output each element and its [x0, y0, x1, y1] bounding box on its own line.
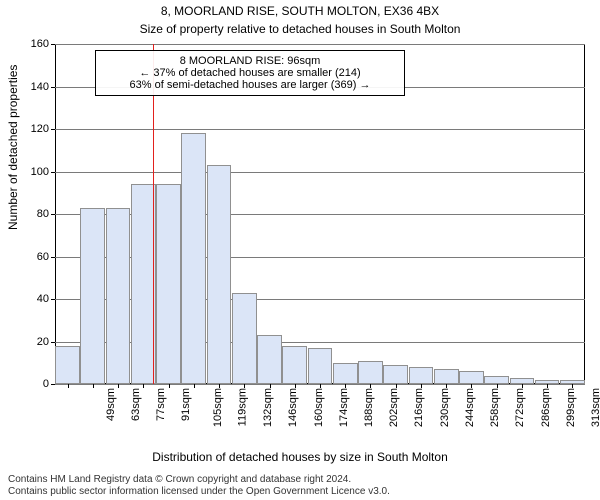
xtick-mark [547, 384, 548, 388]
xtick-mark [295, 384, 296, 388]
xtick-mark [270, 384, 271, 388]
histogram-bar [156, 184, 181, 384]
ytick-mark [51, 214, 55, 215]
histogram-bar [131, 184, 156, 384]
callout-line2: ← 37% of detached houses are smaller (21… [104, 67, 396, 79]
histogram-bar [308, 348, 333, 384]
callout-line3: 63% of semi-detached houses are larger (… [104, 79, 396, 91]
xtick-label: 63sqm [130, 388, 142, 421]
ytick-mark [51, 44, 55, 45]
ytick-label: 160 [31, 38, 49, 50]
ytick-label: 20 [37, 336, 49, 348]
xtick-mark [370, 384, 371, 388]
ytick-label: 80 [37, 208, 49, 220]
ytick-label: 100 [31, 166, 49, 178]
ytick-mark [51, 129, 55, 130]
xtick-mark [143, 384, 144, 388]
xtick-label: 313sqm [590, 388, 600, 427]
xtick-mark [219, 384, 220, 388]
xtick-label: 77sqm [155, 388, 167, 421]
ytick-mark [51, 342, 55, 343]
xtick-label: 105sqm [212, 388, 224, 427]
xtick-mark [93, 384, 94, 388]
xtick-mark [244, 384, 245, 388]
histogram-bar [181, 133, 206, 384]
histogram-bar [207, 165, 232, 384]
histogram-bar [232, 293, 257, 384]
xtick-label: 272sqm [515, 388, 527, 427]
histogram-bar [383, 365, 408, 384]
ytick-label: 40 [37, 293, 49, 305]
xtick-label: 146sqm [287, 388, 299, 427]
chart-title-subtitle: Size of property relative to detached ho… [0, 22, 600, 36]
histogram-bar [55, 346, 80, 384]
xtick-mark [421, 384, 422, 388]
xtick-label: 49sqm [105, 388, 117, 421]
xtick-mark [320, 384, 321, 388]
ytick-mark [51, 384, 55, 385]
callout-line1: 8 MOORLAND RISE: 96sqm [104, 55, 396, 67]
xtick-mark [118, 384, 119, 388]
histogram-bar [282, 346, 307, 384]
histogram-bar [484, 376, 509, 385]
xtick-label: 132sqm [262, 388, 274, 427]
xtick-label: 202sqm [388, 388, 400, 427]
ytick-mark [51, 299, 55, 300]
x-axis-label: Distribution of detached houses by size … [0, 450, 600, 464]
chart-title-address: 8, MOORLAND RISE, SOUTH MOLTON, EX36 4BX [0, 4, 600, 18]
xtick-mark [497, 384, 498, 388]
histogram-bar [434, 369, 459, 384]
xtick-mark [471, 384, 472, 388]
chart-container: 8, MOORLAND RISE, SOUTH MOLTON, EX36 4BX… [0, 0, 600, 500]
xtick-mark [396, 384, 397, 388]
attribution-line2: Contains public sector information licen… [8, 486, 390, 497]
gridline-h [55, 129, 585, 130]
y-axis-label: Number of detached properties [6, 65, 20, 230]
histogram-bar [106, 208, 131, 384]
xtick-mark [446, 384, 447, 388]
ytick-mark [51, 172, 55, 173]
xtick-mark [68, 384, 69, 388]
gridline-h [55, 172, 585, 173]
xtick-mark [522, 384, 523, 388]
attribution-line1: Contains HM Land Registry data © Crown c… [8, 474, 351, 485]
callout-box: 8 MOORLAND RISE: 96sqm← 37% of detached … [95, 50, 405, 96]
xtick-label: 230sqm [439, 388, 451, 427]
ytick-label: 60 [37, 251, 49, 263]
histogram-bar [459, 371, 484, 384]
xtick-label: 299sqm [565, 388, 577, 427]
ytick-label: 140 [31, 81, 49, 93]
xtick-mark [169, 384, 170, 388]
xtick-label: 91sqm [180, 388, 192, 421]
xtick-label: 174sqm [338, 388, 350, 427]
xtick-mark [345, 384, 346, 388]
histogram-bar [257, 335, 282, 384]
ytick-label: 0 [43, 378, 49, 390]
xtick-label: 286sqm [540, 388, 552, 427]
histogram-bar [80, 208, 105, 384]
xtick-label: 119sqm [236, 388, 248, 426]
attribution: Contains HM Land Registry data © Crown c… [8, 474, 592, 498]
ytick-mark [51, 257, 55, 258]
xtick-mark [572, 384, 573, 388]
histogram-bar [409, 367, 434, 384]
histogram-bar [333, 363, 358, 384]
xtick-label: 188sqm [363, 388, 375, 427]
histogram-bar [358, 361, 383, 384]
xtick-label: 258sqm [489, 388, 501, 427]
plot-area: 02040608010012014016049sqm63sqm77sqm91sq… [55, 44, 585, 384]
ytick-label: 120 [31, 123, 49, 135]
xtick-label: 244sqm [464, 388, 476, 427]
ytick-mark [51, 87, 55, 88]
xtick-mark [194, 384, 195, 388]
xtick-label: 160sqm [313, 388, 325, 427]
gridline-h [55, 44, 585, 45]
xtick-label: 216sqm [414, 388, 426, 427]
